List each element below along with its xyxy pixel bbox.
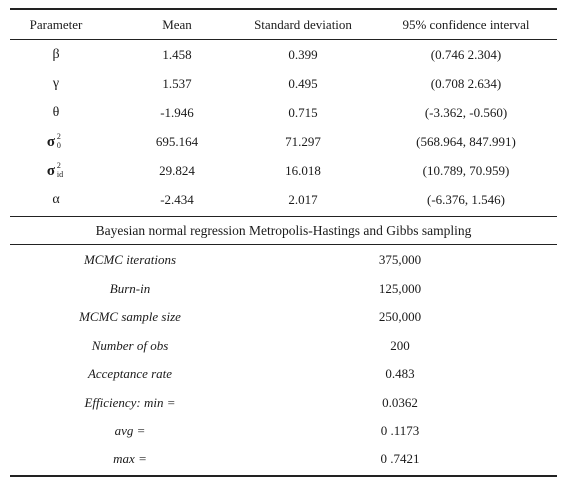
bottom-rule <box>10 475 557 477</box>
list-item: Burn-in 125,000 <box>10 274 557 303</box>
stat-value: 0 .7421 <box>380 451 420 466</box>
header-rule <box>10 39 557 40</box>
mean-value: 1.537 <box>162 76 192 91</box>
header-mean: Mean <box>162 17 192 32</box>
sigma-base: σ <box>46 134 56 150</box>
section-rule <box>10 216 557 217</box>
list-item: max = 0 .7421 <box>10 444 557 473</box>
table-row: β 1.458 0.399 (0.746 2.304) <box>10 40 557 69</box>
top-rule <box>10 8 557 10</box>
list-item: Acceptance rate 0.483 <box>10 359 557 388</box>
stat-label: Burn-in <box>109 281 151 296</box>
ci-value: (0.708 2.634) <box>430 76 502 91</box>
sampling-caption: Bayesian normal regression Metropolis-Ha… <box>95 223 472 238</box>
caption-rule <box>10 244 557 245</box>
table-row: γ 1.537 0.495 (0.708 2.634) <box>10 69 557 98</box>
stat-label: Efficiency: min = <box>84 395 176 410</box>
sigma-superscript: 2 <box>56 161 61 170</box>
table-row: α -2.434 2.017 (-6.376, 1.546) <box>10 185 557 214</box>
list-item: MCMC iterations 375,000 <box>10 245 557 274</box>
sigma-superscript: 2 <box>56 132 61 141</box>
sd-value: 0.399 <box>288 47 318 62</box>
sd-value: 16.018 <box>285 163 321 178</box>
param-beta: β <box>52 47 60 62</box>
table-row: θ -1.946 0.715 (-3.362, -0.560) <box>10 98 557 127</box>
stat-label: max = <box>113 451 147 466</box>
header-confidence-interval: 95% confidence interval <box>402 17 530 32</box>
header-standard-deviation: Standard deviation <box>254 17 352 32</box>
mean-value: -1.946 <box>160 105 194 120</box>
table-row: σ 2 id 29.824 16.018 (10.789, 70.959) <box>10 156 557 185</box>
ci-value: (0.746 2.304) <box>430 47 502 62</box>
stat-value: 0.483 <box>385 366 415 381</box>
sigma-base: σ <box>46 163 56 179</box>
mean-value: 1.458 <box>162 47 192 62</box>
stat-label: Acceptance rate <box>87 366 173 381</box>
sd-value: 71.297 <box>285 134 321 149</box>
sigma-symbol: σ 2 id <box>47 157 65 186</box>
ci-value: (-6.376, 1.546) <box>427 192 505 207</box>
stat-label: avg = <box>114 423 146 438</box>
table-header-row: Parameter Mean Standard deviation 95% co… <box>10 10 557 39</box>
stat-label: MCMC sample size <box>79 309 181 324</box>
mean-value: 29.824 <box>159 163 195 178</box>
ci-value: (10.789, 70.959) <box>422 163 510 178</box>
ci-value: (568.964, 847.991) <box>416 134 516 149</box>
stat-value: 375,000 <box>378 252 422 267</box>
param-alpha: α <box>52 192 60 207</box>
mean-value: -2.434 <box>160 192 194 207</box>
header-parameter: Parameter <box>29 17 83 32</box>
stat-value: 250,000 <box>378 309 422 324</box>
sigma-subscript: 0 <box>56 141 61 150</box>
mean-value: 695.164 <box>155 134 199 149</box>
stat-value: 200 <box>390 338 410 353</box>
table-row: σ 2 0 695.164 71.297 (568.964, 847.991) <box>10 127 557 156</box>
ci-value: (-3.362, -0.560) <box>424 105 508 120</box>
stat-label: Number of obs <box>91 338 169 353</box>
param-sigma-id: σ 2 id <box>10 156 102 185</box>
stat-label: MCMC iterations <box>83 252 177 267</box>
sd-value: 0.495 <box>288 76 318 91</box>
sd-value: 2.017 <box>288 192 318 207</box>
sd-value: 0.715 <box>288 105 318 120</box>
stat-value: 0.0362 <box>382 395 418 410</box>
stat-value: 0 .1173 <box>380 423 420 438</box>
param-gamma: γ <box>52 76 60 91</box>
list-item: MCMC sample size 250,000 <box>10 302 557 331</box>
stat-value: 125,000 <box>378 281 422 296</box>
param-theta: θ <box>52 105 60 120</box>
list-item: Efficiency: min = 0.0362 <box>10 388 557 417</box>
sigma-symbol: σ 2 0 <box>47 128 65 157</box>
sigma-subscript: id <box>56 170 64 179</box>
param-sigma-0: σ 2 0 <box>10 127 102 156</box>
list-item: Number of obs 200 <box>10 331 557 360</box>
list-item: avg = 0 .1173 <box>10 416 557 445</box>
